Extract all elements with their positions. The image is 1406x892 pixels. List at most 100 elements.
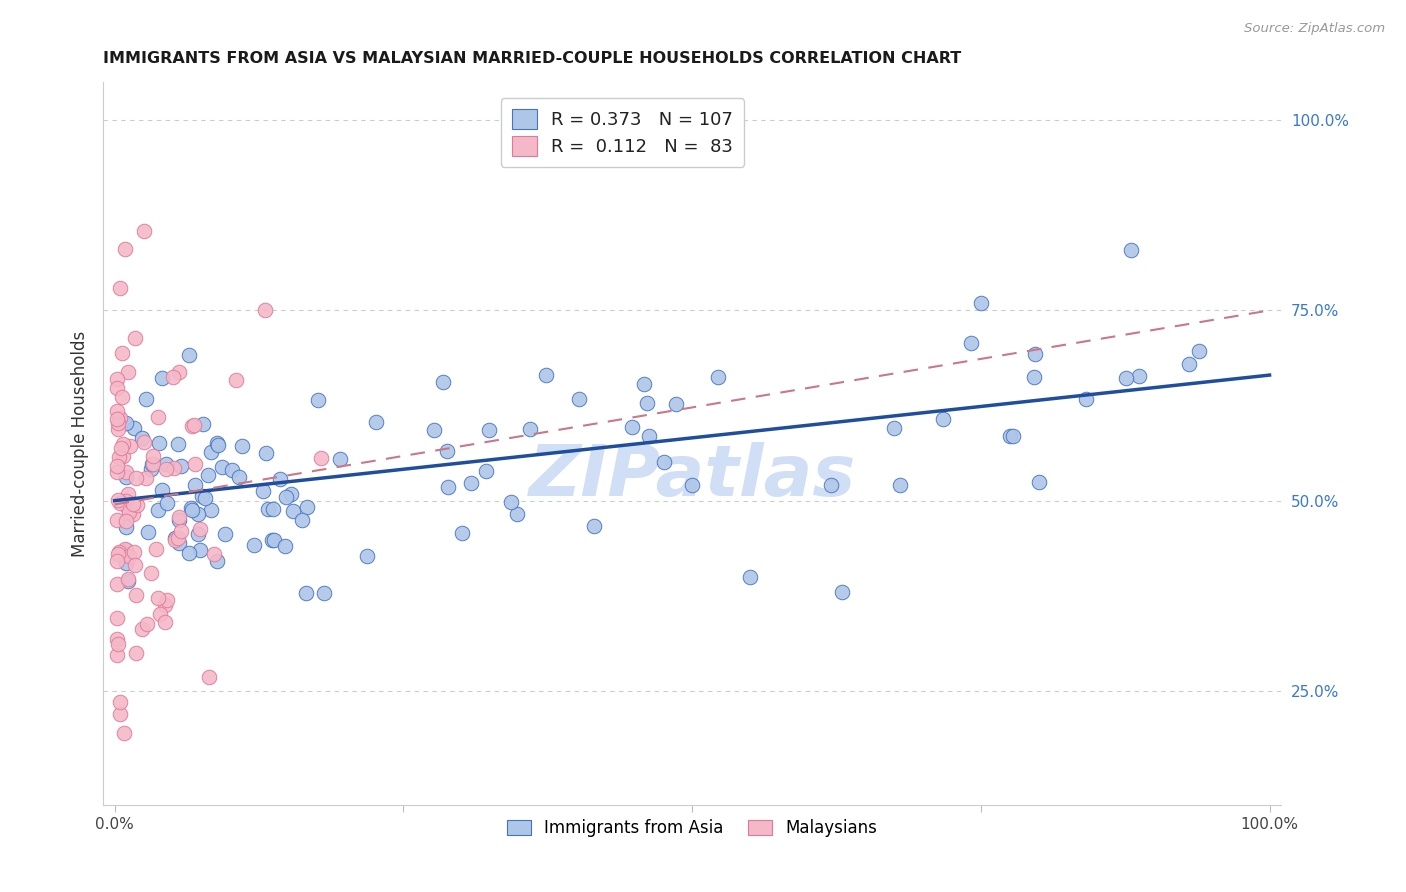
Point — [183, 478, 205, 492]
Point — [135, 471, 157, 485]
Point — [107, 611, 129, 625]
Point — [145, 542, 167, 557]
Point — [436, 444, 458, 458]
Point — [125, 588, 148, 602]
Point — [167, 532, 190, 546]
Point — [134, 434, 156, 449]
Point — [274, 491, 297, 505]
Point — [207, 554, 229, 568]
Point — [108, 450, 131, 464]
Point — [665, 397, 688, 411]
Point — [165, 533, 187, 547]
Point — [423, 423, 446, 437]
Point — [167, 535, 190, 549]
Point — [110, 280, 132, 294]
Point — [146, 591, 169, 605]
Point — [1076, 392, 1098, 406]
Point — [107, 637, 129, 651]
Point — [107, 492, 129, 507]
Point — [257, 501, 280, 516]
Point — [295, 500, 318, 514]
Point — [125, 471, 148, 485]
Point — [125, 646, 148, 660]
Point — [450, 525, 472, 540]
Point — [117, 365, 139, 379]
Point — [115, 493, 138, 508]
Point — [115, 556, 138, 570]
Point — [738, 570, 761, 584]
Point — [135, 392, 157, 406]
Point — [122, 507, 145, 521]
Point — [253, 303, 276, 318]
Point — [243, 538, 266, 552]
Point — [831, 585, 853, 599]
Point — [142, 449, 165, 463]
Point — [125, 498, 148, 512]
Point — [180, 419, 202, 434]
Point — [118, 439, 141, 453]
Point — [105, 553, 128, 567]
Point — [163, 460, 186, 475]
Point — [187, 527, 209, 541]
Point — [105, 632, 128, 647]
Point — [153, 598, 176, 612]
Point — [231, 439, 253, 453]
Point — [163, 531, 186, 545]
Point — [108, 695, 131, 709]
Point — [478, 423, 501, 437]
Point — [998, 428, 1021, 442]
Y-axis label: Married-couple Households: Married-couple Households — [72, 330, 89, 557]
Point — [214, 526, 236, 541]
Point — [146, 410, 169, 425]
Point — [108, 411, 131, 425]
Point — [225, 373, 247, 387]
Point — [291, 513, 314, 527]
Point — [110, 391, 132, 405]
Point — [366, 415, 388, 429]
Point — [273, 539, 295, 553]
Point — [582, 518, 605, 533]
Point — [115, 466, 138, 480]
Point — [1024, 369, 1046, 384]
Point — [197, 468, 219, 483]
Point — [1024, 347, 1046, 361]
Point — [136, 524, 159, 539]
Point — [228, 470, 250, 484]
Point — [155, 462, 177, 476]
Point — [122, 545, 145, 559]
Point — [193, 417, 215, 431]
Point — [124, 558, 146, 573]
Point — [107, 422, 129, 436]
Point — [207, 438, 229, 452]
Point — [167, 513, 190, 527]
Point — [883, 421, 905, 435]
Point — [681, 478, 703, 492]
Point — [652, 455, 675, 469]
Point — [177, 546, 200, 560]
Point — [122, 496, 145, 510]
Point — [118, 549, 141, 564]
Point — [167, 510, 190, 524]
Point — [432, 375, 454, 389]
Point — [506, 507, 529, 521]
Point — [932, 411, 955, 425]
Point — [262, 533, 284, 548]
Point — [180, 501, 202, 516]
Point — [621, 419, 644, 434]
Point — [1128, 369, 1150, 384]
Point — [114, 242, 136, 256]
Point — [115, 543, 138, 558]
Point — [280, 487, 302, 501]
Point — [474, 464, 496, 478]
Point — [141, 458, 163, 472]
Point — [1115, 371, 1137, 385]
Point — [115, 547, 138, 561]
Point — [269, 472, 291, 486]
Point — [131, 622, 153, 636]
Point — [1002, 429, 1025, 443]
Point — [105, 371, 128, 385]
Point — [155, 615, 177, 629]
Point — [115, 416, 138, 430]
Point — [155, 457, 177, 471]
Point — [111, 449, 134, 463]
